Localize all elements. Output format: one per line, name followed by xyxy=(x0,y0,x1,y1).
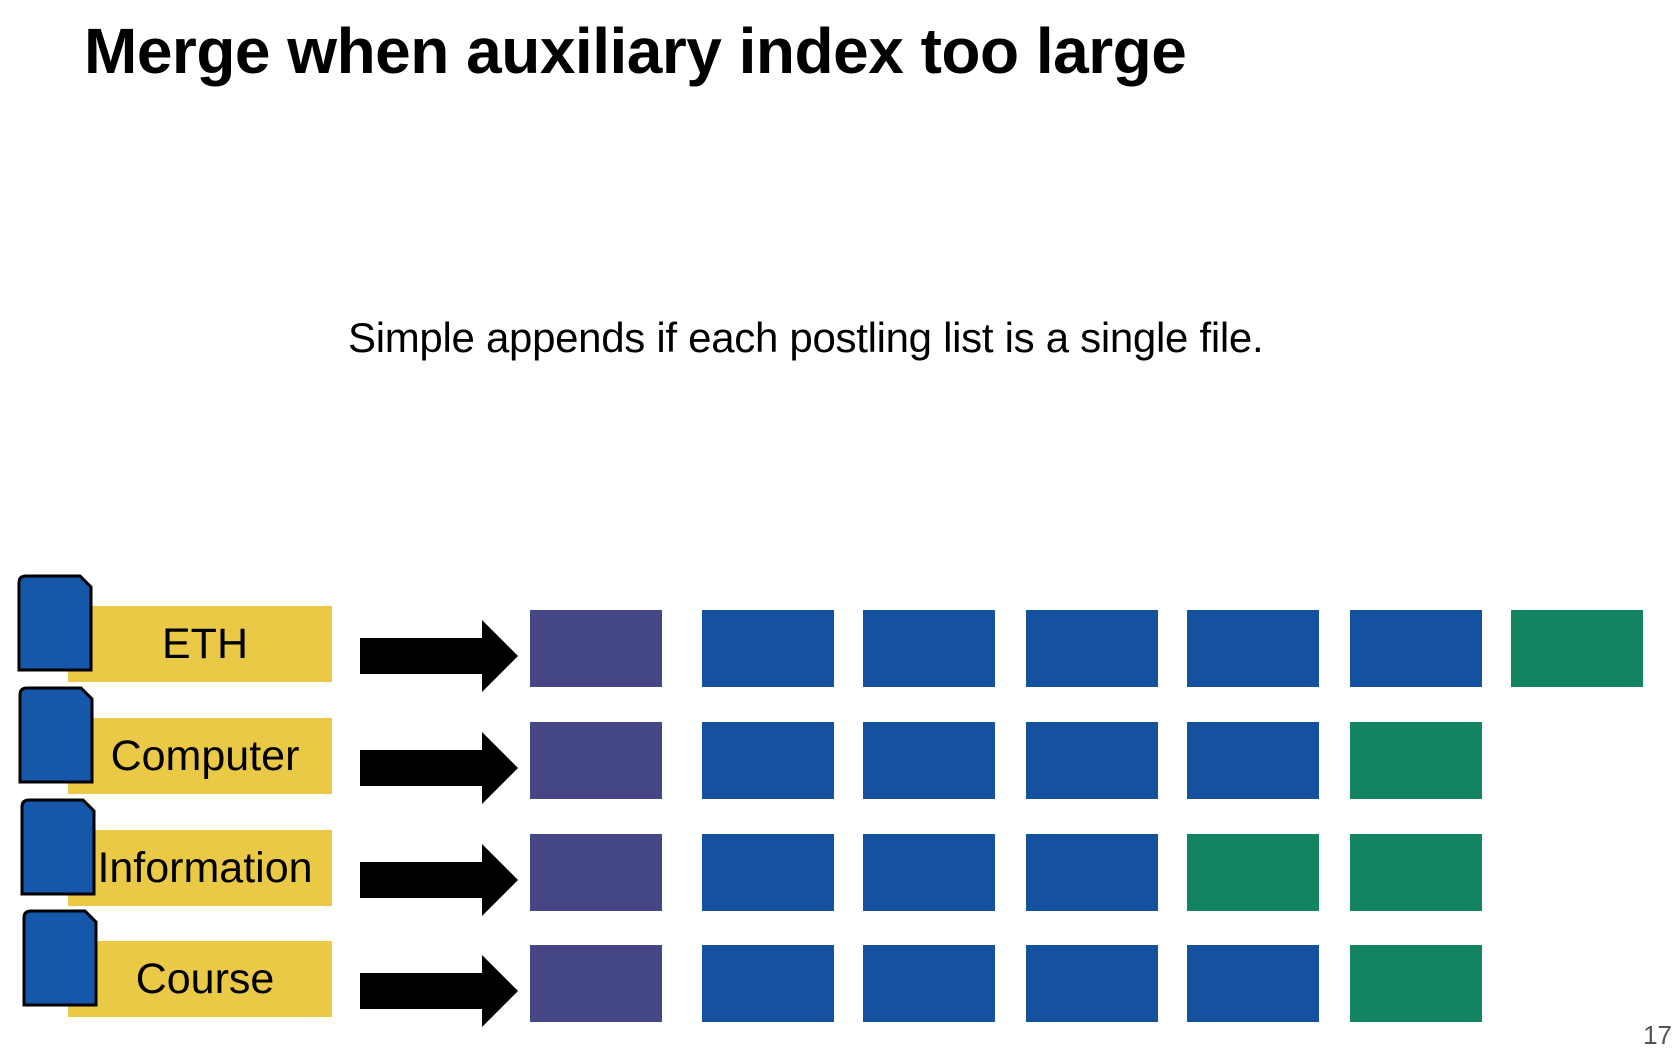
posting-block-appended xyxy=(1350,722,1482,799)
posting-block-main xyxy=(1026,945,1158,1022)
slide-title: Merge when auxiliary index too large xyxy=(84,15,1187,87)
document-icon xyxy=(17,574,93,672)
posting-block-appended xyxy=(1187,834,1319,911)
posting-block-main xyxy=(863,945,995,1022)
posting-block-main xyxy=(1187,945,1319,1022)
posting-block-main xyxy=(1187,722,1319,799)
posting-block-main xyxy=(863,834,995,911)
posting-block-appended xyxy=(1350,834,1482,911)
term-label: ETH xyxy=(68,606,332,682)
posting-block-auxiliary xyxy=(530,945,662,1022)
document-icon xyxy=(22,909,98,1007)
posting-block-main xyxy=(863,610,995,687)
arrow-icon xyxy=(360,732,518,804)
page-number: 17 xyxy=(1643,1020,1672,1050)
posting-block-main xyxy=(863,722,995,799)
posting-block-appended xyxy=(1350,945,1482,1022)
posting-block-main xyxy=(702,610,834,687)
term-label: Course xyxy=(68,941,332,1017)
document-icon xyxy=(18,686,94,784)
posting-block-main xyxy=(1026,722,1158,799)
posting-block-auxiliary xyxy=(530,722,662,799)
posting-block-main xyxy=(1026,834,1158,911)
posting-block-main xyxy=(702,945,834,1022)
posting-block-main xyxy=(702,722,834,799)
posting-block-main xyxy=(1026,610,1158,687)
posting-block-main xyxy=(1187,610,1319,687)
posting-block-auxiliary xyxy=(530,610,662,687)
arrow-icon xyxy=(360,844,518,916)
document-icon xyxy=(20,798,96,896)
posting-block-main xyxy=(1350,610,1482,687)
term-label: Computer xyxy=(68,718,332,794)
posting-block-main xyxy=(702,834,834,911)
posting-block-appended xyxy=(1511,610,1643,687)
slide-subtitle: Simple appends if each postling list is … xyxy=(348,314,1264,361)
arrow-icon xyxy=(360,620,518,692)
posting-block-auxiliary xyxy=(530,834,662,911)
term-label: Information xyxy=(68,830,332,906)
arrow-icon xyxy=(360,955,518,1027)
